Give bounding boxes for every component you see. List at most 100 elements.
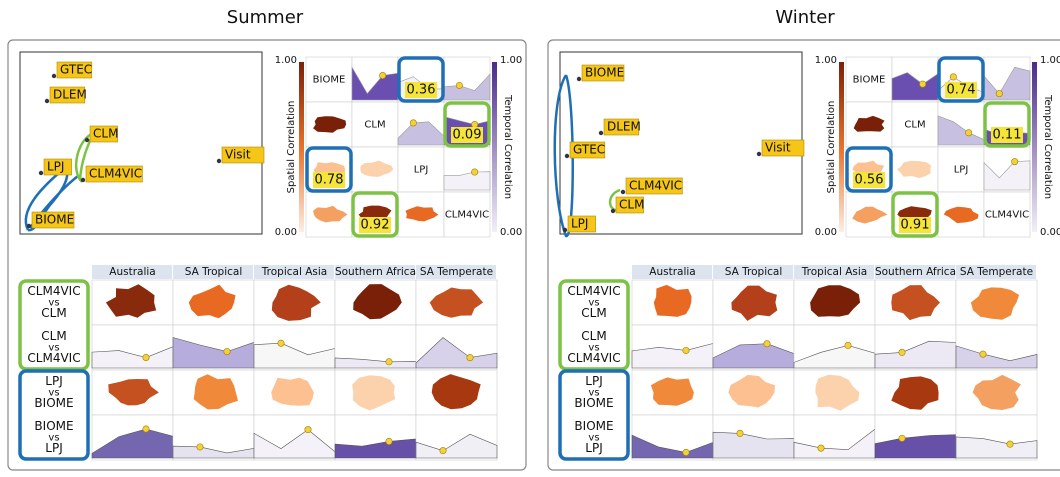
row-label: vs — [48, 343, 59, 354]
row-label: BIOME — [574, 419, 613, 433]
temporal-axis-label: Temporal Correlation — [1042, 94, 1053, 199]
region-map — [271, 377, 314, 406]
region-map — [431, 374, 481, 410]
row-label: vs — [588, 343, 599, 354]
model-dot — [620, 189, 626, 195]
model-dot — [756, 151, 762, 157]
sparkline-dot — [277, 339, 285, 347]
region-map — [852, 206, 888, 224]
model-label-box — [581, 64, 625, 82]
sparkline-dot — [304, 426, 312, 434]
value-box — [313, 172, 345, 188]
region-map — [352, 375, 396, 411]
region-header-bg — [956, 265, 1036, 279]
sparkline-dot — [898, 434, 906, 442]
region-map — [972, 374, 1021, 410]
region-map — [970, 287, 1020, 320]
spatial-axis-label: Spatial Correlation — [826, 101, 837, 194]
row-group-box — [558, 369, 630, 461]
region-header: SA Temperate — [420, 266, 493, 278]
matrix-cell — [845, 56, 893, 103]
spatial-tick: 0.00 — [815, 227, 837, 238]
model-label-box — [43, 158, 72, 176]
region-map — [193, 374, 238, 410]
group-loop — [553, 74, 574, 238]
model-dot — [84, 137, 90, 143]
region-map — [653, 284, 692, 317]
region-header: Tropical Asia — [261, 266, 327, 278]
region-header: Southern Africa — [875, 266, 956, 278]
sparkline-dot — [466, 354, 474, 362]
region-header-bg — [632, 265, 712, 279]
row-label: LPJ — [585, 374, 602, 388]
model-label-box — [761, 139, 805, 157]
region-header: SA Tropical — [185, 266, 242, 278]
sparkline-dot — [763, 340, 771, 348]
model-dot — [564, 153, 570, 159]
model-label: BIOME — [585, 66, 624, 80]
region-header-bg — [875, 265, 955, 279]
region-map — [650, 377, 694, 406]
model-dot — [598, 130, 604, 136]
model-label: LPJ — [47, 160, 64, 174]
sparkline-dot — [736, 429, 744, 437]
region-header: SA Temperate — [960, 266, 1033, 278]
row-label: CLM4VIC — [27, 284, 80, 298]
model-label-box — [567, 215, 596, 233]
model-label: CLM — [619, 198, 644, 212]
value-box — [899, 217, 931, 233]
region-header: Southern Africa — [335, 266, 416, 278]
row-label: vs — [48, 388, 59, 399]
region-map — [360, 160, 394, 177]
row-label: BIOME — [574, 396, 613, 410]
temporal-axis-label: Temporal Correlation — [502, 94, 513, 199]
projection-box — [559, 51, 803, 235]
region-header-bg — [335, 265, 415, 279]
region-map — [810, 285, 861, 317]
projection-box — [19, 51, 263, 235]
value-box — [991, 127, 1023, 143]
sparkline-dot — [385, 358, 393, 366]
temporal-colorbar — [492, 62, 497, 232]
model-dot — [80, 177, 86, 183]
value-box — [359, 217, 391, 233]
model-label: Visit — [225, 148, 251, 162]
matrix-name: LPJ — [954, 165, 969, 176]
region-map — [271, 284, 321, 321]
row-group-box — [18, 369, 90, 461]
highlight-box — [443, 101, 491, 148]
matrix-cell — [937, 146, 985, 193]
sparkline-dot — [995, 90, 1003, 98]
sparkline-area — [955, 345, 1038, 369]
highlight-box — [891, 191, 939, 238]
model-label: CLM4VIC — [89, 167, 142, 181]
sparkline-dot — [142, 425, 150, 433]
spatial-axis-label: Spatial Correlation — [286, 101, 297, 194]
model-dot — [38, 170, 44, 176]
model-dot — [610, 208, 616, 214]
matrix-name: LPJ — [414, 165, 429, 176]
model-label-box — [56, 61, 93, 79]
model-dot — [51, 73, 57, 79]
model-label-box — [89, 125, 118, 143]
highlight-box — [305, 146, 353, 193]
region-header: SA Tropical — [725, 266, 782, 278]
region-map — [815, 374, 860, 411]
temporal-tick: 0.00 — [500, 227, 522, 238]
model-label-box — [85, 165, 143, 183]
region-map — [353, 284, 402, 320]
row-label: vs — [588, 433, 599, 444]
sparkline-dot — [844, 341, 852, 349]
region-header-bg — [254, 265, 334, 279]
sparkline-dot — [1011, 158, 1019, 166]
model-label-box — [569, 141, 606, 159]
region-header-bg — [794, 265, 874, 279]
value-box — [405, 82, 437, 98]
region-map — [897, 160, 932, 179]
row-label: CLM — [41, 306, 66, 320]
model-label: BIOME — [35, 213, 74, 227]
region-header: Australia — [649, 266, 695, 278]
row-label: CLM — [581, 329, 606, 343]
region-map — [429, 287, 484, 318]
